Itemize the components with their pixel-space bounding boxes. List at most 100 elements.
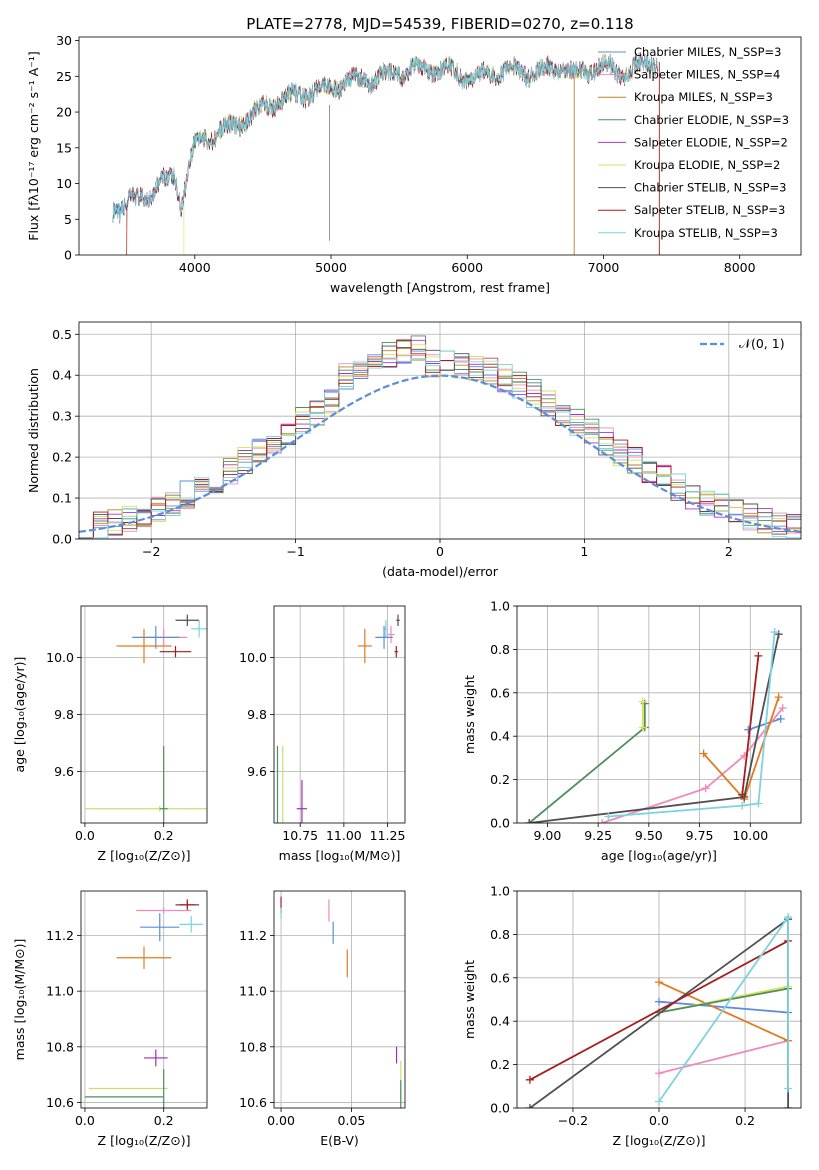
x-tick-label: −1 bbox=[286, 544, 304, 559]
y-tick-label: 20 bbox=[56, 105, 72, 120]
panel-age_weight: 9.00 9.25 9.50 9.75 10.00 0.0 0.2 0.4 0.6 0.8 1.0 a… bbox=[462, 599, 802, 863]
weight-line bbox=[529, 940, 789, 1081]
weight-marker bbox=[525, 819, 534, 823]
spectrum-line bbox=[183, 53, 658, 255]
axes-front-spectrum: 4000 5000 6000 7000 8000 0 5 10 15 20 25 30 waveleng… bbox=[26, 33, 802, 295]
y-tick-label: 11.2 bbox=[239, 928, 267, 943]
weight-marker bbox=[655, 1097, 663, 1106]
y-tick-label: 1.0 bbox=[490, 884, 510, 899]
weight-marker bbox=[778, 703, 787, 712]
legend-label: Chabrier MILES, N_SSP=3 bbox=[634, 45, 781, 59]
spectrum-line bbox=[126, 51, 658, 255]
legend-label: Salpeter MILES, N_SSP=4 bbox=[634, 68, 780, 82]
legend-label: Chabrier ELODIE, N_SSP=3 bbox=[634, 113, 789, 127]
weight-marker bbox=[638, 723, 647, 732]
weight-marker bbox=[738, 801, 747, 810]
y-tick-label: 0.8 bbox=[490, 642, 510, 657]
panel-z_mass: 0.0 0.2 10.6 10.8 11.0 11.2 Z [log₁₀(Z/Z⊙)] mas… bbox=[12, 890, 208, 1148]
legend-label: Salpeter STELIB, N_SSP=3 bbox=[634, 203, 785, 217]
x-tick-label: 0.05 bbox=[338, 1113, 366, 1128]
y-tick-label: 30 bbox=[56, 33, 72, 48]
y-tick-label: 10.8 bbox=[239, 1039, 267, 1054]
y-tick-label: 9.6 bbox=[54, 764, 74, 779]
legend-label: Salpeter ELODIE, N_SSP=2 bbox=[634, 135, 788, 149]
weight-line bbox=[658, 987, 789, 1014]
legend-label: Kroupa MILES, N_SSP=3 bbox=[634, 90, 773, 104]
x-tick-label: 5000 bbox=[315, 260, 347, 275]
x-tick-label: 8000 bbox=[724, 260, 756, 275]
x-tick-label: 10.75 bbox=[282, 828, 318, 843]
weight-marker bbox=[774, 630, 783, 639]
weight-line bbox=[658, 1039, 789, 1075]
x-axis-label: Z [log₁₀(Z/Z⊙)] bbox=[98, 1133, 191, 1148]
y-tick-label: 10.8 bbox=[46, 1039, 74, 1054]
weight-marker bbox=[604, 812, 613, 821]
plot-area-ebv_mass bbox=[280, 896, 402, 1108]
x-tick-label: 0.0 bbox=[649, 1113, 669, 1128]
y-tick-label: 11.0 bbox=[239, 984, 267, 999]
plot-area-age_weight bbox=[525, 628, 787, 823]
y-tick-label: 10.6 bbox=[239, 1095, 267, 1110]
y-axis-label: mass weight bbox=[462, 675, 477, 754]
y-tick-label: 0.0 bbox=[490, 1101, 510, 1116]
x-tick-label: 4000 bbox=[179, 260, 211, 275]
y-tick-label: 15 bbox=[56, 140, 72, 155]
x-axis-label: Z [log₁₀(Z/Z⊙)] bbox=[613, 1133, 706, 1148]
x-tick-label: 10.00 bbox=[732, 828, 768, 843]
x-tick-label: 0.00 bbox=[267, 1113, 295, 1128]
x-tick-label: 0 bbox=[436, 544, 444, 559]
y-axis-label: Normed distribution bbox=[26, 368, 41, 493]
panel-z_age: 0.0 0.2 9.6 9.8 10.0 Z [log₁₀(Z/Z⊙)] age [log₁… bbox=[12, 605, 208, 863]
x-tick-label: 9.75 bbox=[686, 828, 714, 843]
y-tick-label: 0.4 bbox=[52, 368, 72, 383]
plot-area-z_mass bbox=[84, 899, 204, 1108]
y-tick-label: 0.4 bbox=[490, 729, 510, 744]
weight-line bbox=[528, 703, 646, 823]
x-tick-label: 9.50 bbox=[635, 828, 663, 843]
panel-z_weight: −0.2 0.0 0.2 0.0 0.2 0.4 0.6 0.8 1.0 Z [log₁₀(Z/Z… bbox=[462, 884, 802, 1148]
spectrum-line bbox=[126, 53, 658, 255]
y-tick-label: 9.8 bbox=[54, 707, 74, 722]
spectrum-line bbox=[112, 54, 658, 223]
figure-panels: 4000 5000 6000 7000 8000051015202530waveleng… bbox=[12, 33, 802, 1148]
y-tick-label: 11.2 bbox=[46, 928, 74, 943]
x-tick-label: −0.2 bbox=[558, 1113, 588, 1128]
x-axis-label: mass [log₁₀(M/M⊙)] bbox=[279, 848, 401, 863]
y-tick-label: 0.8 bbox=[490, 927, 510, 942]
axes-frame bbox=[273, 890, 406, 1109]
x-tick-label: 9.25 bbox=[584, 828, 612, 843]
axes-frame bbox=[80, 890, 208, 1109]
axes-front-age_weight: 9.00 9.25 9.50 9.75 10.00 0.0 0.2 0.4 0.6 0.8 1.0 a… bbox=[462, 599, 802, 863]
y-tick-label: 0.2 bbox=[52, 450, 72, 465]
y-tick-label: 1.0 bbox=[490, 599, 510, 614]
y-tick-label: 9.6 bbox=[247, 764, 267, 779]
y-tick-label: 9.8 bbox=[247, 707, 267, 722]
y-axis-label: Flux [fλ10⁻¹⁷ erg cm⁻² s⁻¹ A⁻¹] bbox=[26, 51, 41, 240]
x-tick-label: 9.00 bbox=[534, 828, 562, 843]
y-tick-label: 10.0 bbox=[46, 650, 74, 665]
legend-label: Chabrier STELIB, N_SSP=3 bbox=[634, 181, 786, 195]
y-tick-label: 10.0 bbox=[239, 650, 267, 665]
legend-label: 𝒩(0, 1) bbox=[739, 336, 785, 351]
weight-line bbox=[748, 717, 781, 731]
weight-marker bbox=[598, 819, 607, 823]
weight-marker bbox=[655, 997, 663, 1006]
weight-marker bbox=[784, 1104, 793, 1108]
x-tick-label: 0.2 bbox=[154, 828, 174, 843]
x-tick-label: 0.0 bbox=[75, 828, 95, 843]
axes-front-z_weight: −0.2 0.0 0.2 0.0 0.2 0.4 0.6 0.8 1.0 Z [log₁₀(Z/Z… bbox=[462, 884, 802, 1148]
x-tick-label: −2 bbox=[142, 544, 160, 559]
panel-ebv_mass: 0.00 0.05 10.6 10.8 11.0 11.2 E(B-V) bbox=[239, 890, 406, 1148]
x-axis-label: (data-model)/error bbox=[382, 564, 499, 579]
panel-spectrum: 4000 5000 6000 7000 8000 0 5 10 15 20 25 30 waveleng… bbox=[26, 33, 802, 295]
y-tick-label: 5 bbox=[64, 212, 72, 227]
weight-line bbox=[658, 1000, 789, 1014]
x-tick-label: 1 bbox=[580, 544, 588, 559]
axes-frame bbox=[516, 605, 802, 824]
x-tick-label: 2 bbox=[725, 544, 733, 559]
plot-area-z_weight bbox=[525, 913, 793, 1108]
weight-line bbox=[741, 655, 760, 795]
weight-marker bbox=[525, 1075, 534, 1084]
histogram-series bbox=[79, 350, 801, 539]
x-tick-label: 6000 bbox=[451, 260, 483, 275]
